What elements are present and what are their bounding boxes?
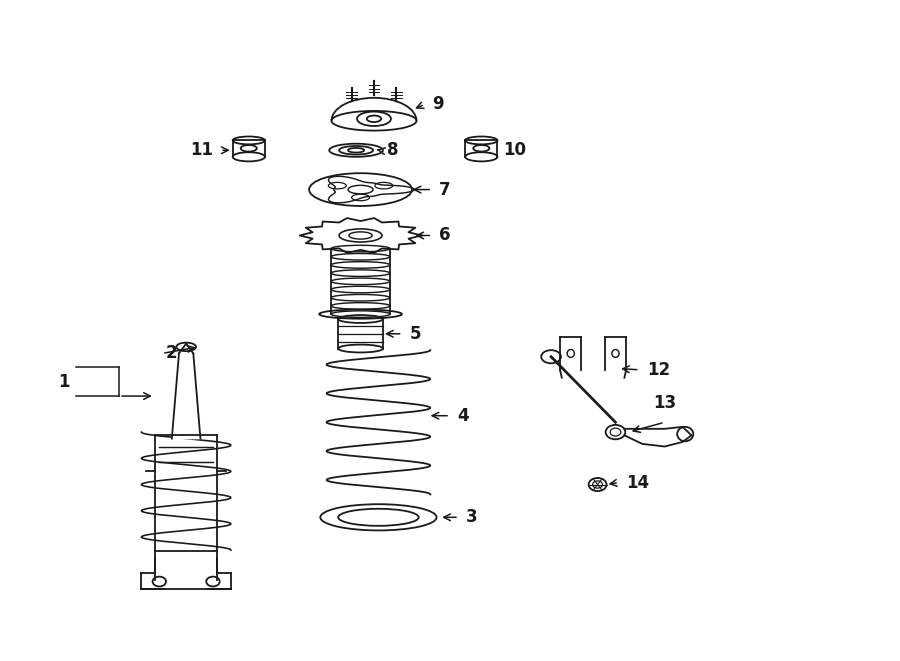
Text: 6: 6 (439, 227, 451, 245)
Text: 12: 12 (647, 361, 670, 379)
Text: 14: 14 (626, 473, 649, 492)
Text: 13: 13 (653, 395, 676, 412)
Text: 4: 4 (457, 407, 469, 425)
Text: 11: 11 (190, 141, 213, 159)
Text: 8: 8 (387, 141, 399, 159)
Polygon shape (172, 354, 201, 439)
Text: 1: 1 (58, 373, 70, 391)
Text: 9: 9 (432, 95, 444, 114)
Text: 2: 2 (166, 344, 177, 362)
Text: 3: 3 (466, 508, 478, 526)
Text: 5: 5 (410, 325, 421, 343)
Text: 10: 10 (504, 141, 526, 159)
Text: 7: 7 (439, 180, 451, 198)
